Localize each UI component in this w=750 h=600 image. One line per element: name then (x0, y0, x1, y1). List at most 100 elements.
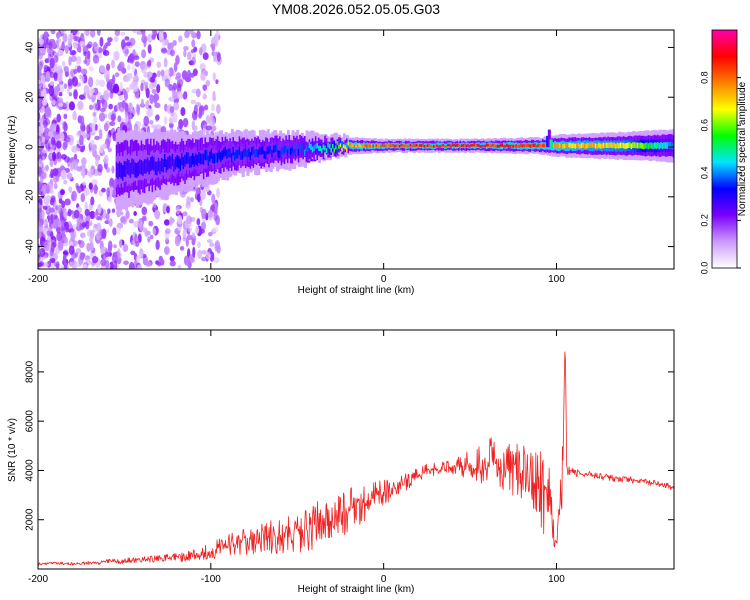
spectrogram-ridge-cell (671, 142, 674, 150)
spectrogram-ridge-cell (216, 152, 220, 163)
spectrogram-ridge-cell (574, 143, 578, 149)
spectrogram-noise-cell (192, 68, 198, 77)
spectrogram-noise-cell (113, 50, 120, 61)
spectrogram-noise-cell (149, 234, 154, 240)
spectrogram-ridge-cell (655, 142, 659, 149)
spectrogram-ridge-cell (543, 143, 547, 148)
spectrogram-noise-cell (116, 208, 121, 218)
spectrogram-noise-cell (203, 104, 209, 111)
spectrogram-noise-cell (43, 64, 48, 72)
spectrogram-noise-cell (150, 124, 158, 129)
spectrogram-ridge-cell (605, 142, 609, 148)
spectrogram-noise-cell (149, 94, 154, 104)
snr-series-line (38, 351, 674, 566)
spectrogram-noise-cell (124, 106, 129, 118)
spectrogram-noise-cell (101, 228, 107, 240)
spectrogram-noise-cell (193, 46, 198, 53)
spectrogram-ridge-cell (293, 148, 297, 156)
spectrogram-noise-cell (82, 124, 86, 132)
spectrogram-noise-cell (152, 202, 157, 208)
spectrogram-noise-cell (67, 38, 72, 48)
spectrogram-noise-cell (211, 227, 219, 233)
spectrogram-ridge-cell (400, 143, 404, 147)
colorbar-ticks: 0.0 0.2 0.4 0.6 0.8 (699, 71, 741, 274)
spectrogram-noise-cell (93, 211, 99, 219)
spectrogram-ridge-cell (202, 154, 206, 165)
spectrogram-noise-cell (88, 168, 94, 178)
spectrogram-noise-cell (213, 209, 218, 214)
spectrogram-ridge-cell (394, 144, 398, 148)
spectrogram-noise-cell (148, 220, 154, 227)
snr-y-label: SNR (10 * v/v) (7, 418, 18, 482)
spectrogram-noise-cell (60, 153, 67, 160)
spectrogram-noise-cell (169, 115, 175, 125)
spectrogram-ridge-cell (174, 156, 178, 170)
spectrogram-ridge-cell (392, 144, 396, 147)
spectrogram-noise-cell (52, 151, 57, 162)
spectrogram-noise-cell (38, 48, 41, 57)
spectrogram-ridge-cell (468, 144, 472, 148)
spectrogram-ridge-cell (585, 143, 589, 149)
spectrogram-ridge-cell (422, 144, 426, 147)
spectrogram-ridge-cell (308, 142, 312, 149)
spectrogram-noise-cell (99, 145, 103, 154)
spectrogram-ridge-cell (604, 142, 608, 149)
spectrogram-noise-cell (109, 261, 114, 269)
spectrogram-noise-cell (60, 216, 65, 221)
spectrogram-ridge-cell (405, 144, 409, 148)
spectrogram-noise-cell (132, 75, 140, 83)
spectrogram-ridge-cell (151, 155, 155, 170)
spectrogram-ridge-cell (434, 144, 438, 148)
spectrogram-ridge-cell (566, 143, 570, 149)
x-tick-label: -100 (201, 574, 221, 585)
spectrogram-noise-cell (113, 244, 117, 249)
snr-panel: -200 -100 0 100 2000 4000 6000 8000 Height of … (7, 329, 675, 595)
spectrogram-noise-cell (173, 102, 180, 111)
spectrogram-ridge-cell (562, 143, 566, 149)
spectrogram-ridge-cell (398, 144, 402, 148)
spectrogram-ridge-cell (260, 147, 264, 163)
spectrogram-ridge-cell (489, 144, 493, 147)
spectrogram-ridge-cell (145, 159, 149, 174)
spectrogram-ridge-cell (333, 140, 337, 150)
spectrogram-ridge-cell (563, 143, 567, 149)
spectrogram-noise-cell (68, 245, 75, 255)
spectrogram-noise-cell (174, 235, 181, 247)
spectrogram-noise-cell (157, 70, 161, 78)
spectrogram-noise-cell (70, 55, 77, 62)
spectrogram-noise-cell (109, 177, 115, 189)
spectrogram-ridge-cell (148, 160, 152, 175)
spectrogram-noise-cell (43, 127, 50, 134)
spectrogram-noise-cell (107, 196, 113, 203)
spectrogram-noise-cell (205, 114, 210, 124)
spectrogram-noise-cell (62, 253, 67, 264)
spectrogram-ridge-cell (641, 143, 645, 150)
spectrogram-noise-cell (136, 92, 140, 99)
spectrogram-noise-cell (130, 250, 136, 256)
spectrogram-noise-cell (192, 246, 196, 258)
spectrogram-noise-cell (63, 179, 68, 185)
spectrogram-noise-cell (101, 187, 106, 193)
spectrogram-noise-cell (128, 218, 134, 224)
spectrogram-noise-cell (213, 257, 220, 264)
spectrogram-noise-cell (133, 210, 137, 217)
spectrogram-noise-cell (104, 251, 110, 258)
spectrogram-noise-cell (77, 187, 82, 194)
spectrogram-ridge-cell (436, 144, 440, 148)
spectrogram-ridge-cell (275, 146, 279, 161)
spectrogram-noise-cell (209, 251, 215, 262)
y-tick-label: 2000 (25, 508, 36, 531)
spectrogram-noise-cell (112, 227, 117, 236)
spectrogram-ridge-cell (582, 142, 586, 148)
spectrogram-noise-cell (105, 212, 110, 221)
spectrogram-ridge-cell (569, 143, 573, 148)
x-tick-label: -200 (28, 574, 48, 585)
spectrogram-noise-cell (97, 164, 103, 173)
x-tick-label: 100 (548, 574, 565, 585)
spectrogram-ridge-cell (551, 143, 555, 148)
spectrogram-ridge-cell (324, 145, 328, 151)
colorbar-label: Normalized spectral amplitude (737, 81, 748, 216)
spectrogram-ridge-cell (613, 142, 617, 149)
spectrogram-ridge-cell (299, 144, 303, 158)
